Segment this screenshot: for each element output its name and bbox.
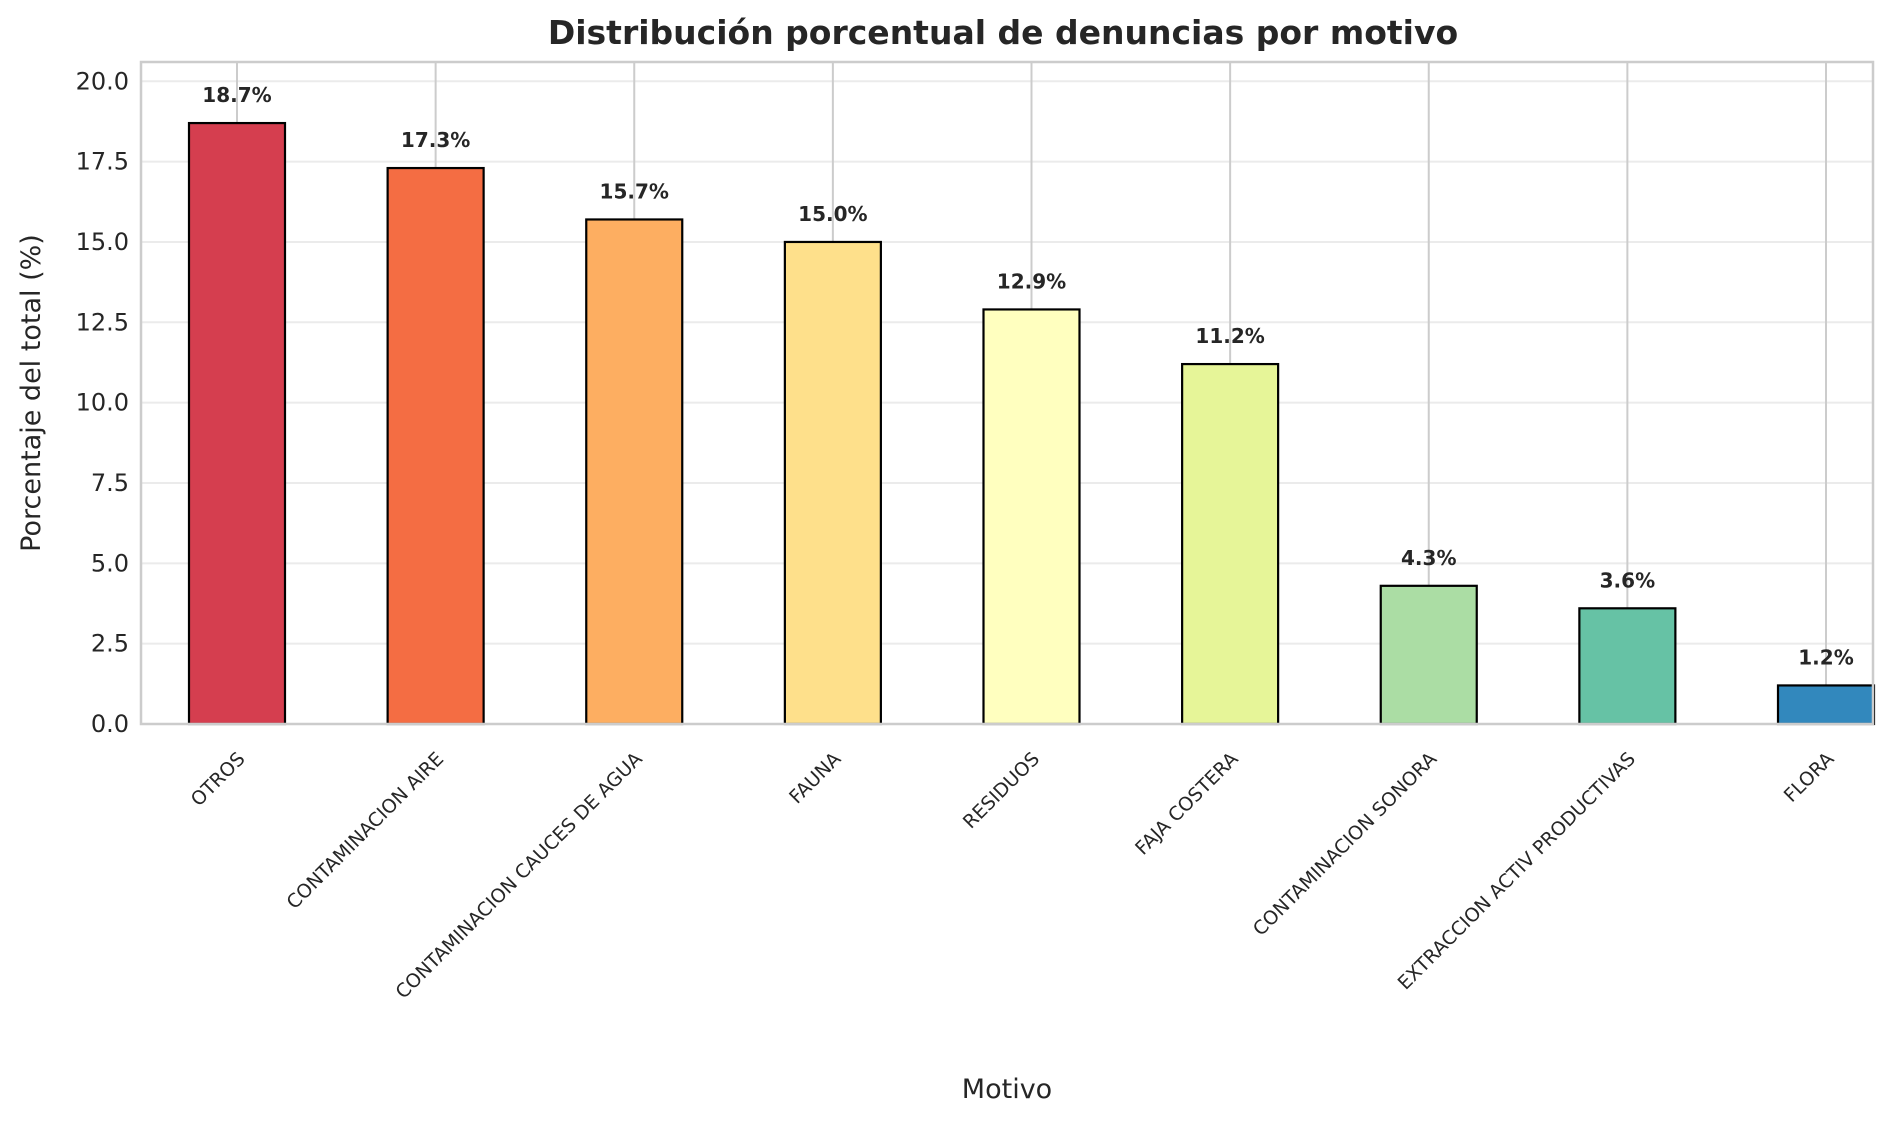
y-tick-label: 0.0: [91, 710, 129, 738]
y-tick-label: 17.5: [76, 148, 129, 176]
y-tick-label: 20.0: [76, 67, 129, 95]
bars: [187, 121, 1876, 726]
bar-value-label: 3.6%: [1600, 568, 1655, 592]
x-axis-label: Motivo: [962, 1074, 1052, 1105]
chart-title: Distribución porcentual de denuncias por…: [548, 13, 1458, 52]
bar-value-label: 15.0%: [798, 202, 867, 226]
bar-value-label: 15.7%: [600, 179, 669, 203]
bar-value-label: 4.3%: [1401, 546, 1456, 570]
bar: [1379, 584, 1478, 726]
bar: [585, 218, 684, 726]
bar: [783, 240, 882, 726]
x-tick-label: CONTAMINACION CAUCES DE AGUA: [391, 748, 646, 1003]
y-axis-label: Porcentaje del total (%): [16, 234, 47, 552]
bar: [386, 166, 485, 726]
x-tick-label: RESIDUOS: [959, 748, 1044, 833]
bar: [982, 308, 1081, 726]
y-axis-ticks: 0.0 2.5 5.0 7.5 10.0 12.5 15.0 17.5 20.0: [76, 67, 129, 738]
bar-value-label: 12.9%: [997, 269, 1066, 293]
x-tick-label: CONTAMINACION AIRE: [282, 748, 448, 914]
bar-value-label: 11.2%: [1195, 324, 1264, 348]
bar: [1776, 684, 1876, 726]
bar: [1578, 607, 1677, 726]
x-tick-label: EXTRACCION ACTIV PRODUCTIVAS: [1394, 748, 1640, 994]
y-tick-label: 2.5: [91, 630, 129, 658]
bar-value-label: 18.7%: [202, 83, 271, 107]
x-tick-label: CONTAMINACION SONORA: [1249, 748, 1441, 940]
x-tick-label: FAUNA: [785, 748, 845, 808]
y-tick-label: 5.0: [91, 549, 129, 577]
x-tick-label: OTROS: [187, 748, 250, 811]
y-tick-label: 12.5: [76, 308, 129, 336]
x-tick-label: FLORA: [1780, 748, 1839, 807]
x-tick-label: FAJA COSTERA: [1131, 748, 1243, 860]
data-labels: 18.7% 17.3% 15.7% 15.0% 12.9% 11.2% 4.3% 3.6% 1.…: [202, 83, 1853, 669]
plot-frame: [139, 60, 1875, 726]
y-tick-label: 10.0: [76, 389, 129, 417]
bar-value-label: 17.3%: [401, 128, 470, 152]
bar: [1181, 362, 1280, 726]
bar-value-label: 1.2%: [1798, 645, 1853, 669]
bar: [187, 121, 287, 726]
y-tick-label: 15.0: [76, 228, 129, 256]
y-tick-label: 7.5: [91, 469, 129, 497]
